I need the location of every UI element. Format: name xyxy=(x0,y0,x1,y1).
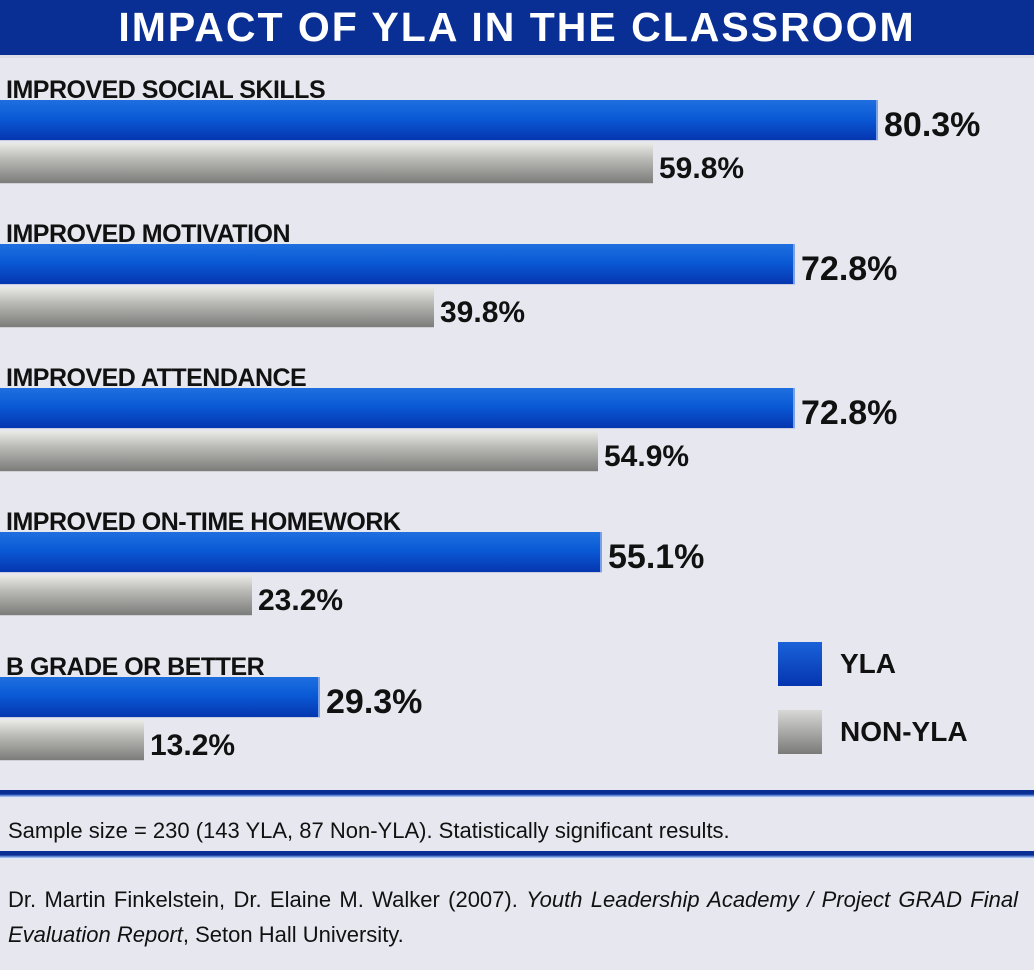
yla-bar xyxy=(0,244,795,284)
citation: Dr. Martin Finkelstein, Dr. Elaine M. Wa… xyxy=(8,882,1018,952)
chart-title-bar: IMPACT OF YLA IN THE CLASSROOM xyxy=(0,0,1034,58)
non-yla-bar xyxy=(0,431,598,471)
chart-title: IMPACT OF YLA IN THE CLASSROOM xyxy=(118,4,916,50)
non-yla-value: 59.8% xyxy=(659,152,745,185)
yla-value: 80.3% xyxy=(884,106,981,144)
legend-label-non-yla: NON-YLA xyxy=(840,716,968,747)
yla-bar xyxy=(0,532,602,572)
category-label: B GRADE OR BETTER xyxy=(6,653,265,681)
non-yla-value: 39.8% xyxy=(440,296,526,329)
non-yla-bar xyxy=(0,143,653,183)
non-yla-bar xyxy=(0,575,252,615)
non-yla-value: 23.2% xyxy=(258,584,344,617)
yla-bar xyxy=(0,677,320,717)
non-yla-value: 13.2% xyxy=(150,729,236,762)
yla-value: 72.8% xyxy=(801,250,898,288)
non-yla-bar xyxy=(0,287,434,327)
sample-size-note: Sample size = 230 (143 YLA, 87 Non-YLA).… xyxy=(8,818,730,843)
citation-publisher: , Seton Hall University. xyxy=(182,922,404,947)
legend-swatch-non-yla xyxy=(778,710,822,754)
yla-value: 55.1% xyxy=(608,538,705,576)
yla-value: 29.3% xyxy=(326,683,423,721)
divider-top xyxy=(0,790,1034,798)
category-label: IMPROVED SOCIAL SKILLS xyxy=(6,76,326,104)
non-yla-value: 54.9% xyxy=(604,440,690,473)
legend-label-yla: YLA xyxy=(840,648,896,679)
category-label: IMPROVED ATTENDANCE xyxy=(6,364,307,392)
category-label: IMPROVED ON-TIME HOMEWORK xyxy=(6,508,401,536)
yla-bar xyxy=(0,388,795,428)
citation-authors: Dr. Martin Finkelstein, Dr. Elaine M. Wa… xyxy=(8,887,527,912)
non-yla-bar xyxy=(0,720,144,760)
citation-title: Youth Leadership Academy / Project GRAD … xyxy=(8,887,1018,947)
yla-bar xyxy=(0,100,878,140)
yla-value: 72.8% xyxy=(801,394,898,432)
category-label: IMPROVED MOTIVATION xyxy=(6,220,291,248)
legend-swatch-yla xyxy=(778,642,822,686)
divider-bottom xyxy=(0,851,1034,859)
